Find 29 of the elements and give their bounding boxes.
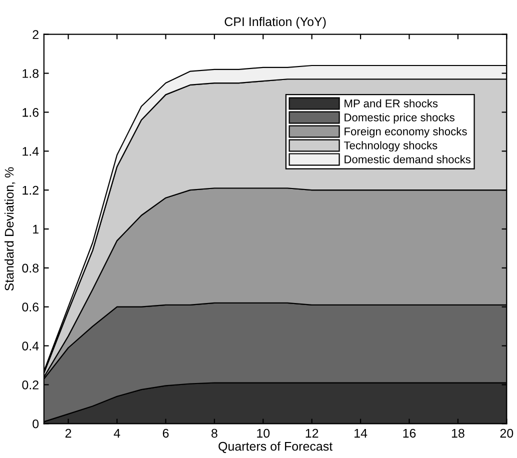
y-tick-label: 1.8 xyxy=(22,69,39,78)
chart-title: CPI Inflation (YoY) xyxy=(224,16,326,29)
y-tick-label: 0.8 xyxy=(22,264,39,273)
x-tick-label: 20 xyxy=(500,428,514,438)
y-tick-label: 0.6 xyxy=(22,302,39,312)
legend-label: Domestic demand shocks xyxy=(344,155,471,164)
y-axis-title: Standard Deviation, % xyxy=(4,167,16,291)
y-tick-label: 1.2 xyxy=(22,186,38,195)
x-tick-label: 4 xyxy=(114,428,120,438)
y-tick-label: 2 xyxy=(32,30,38,39)
y-tick-label: 0.2 xyxy=(22,380,38,390)
x-tick-label: 2 xyxy=(65,428,72,438)
x-tick-label: 18 xyxy=(452,428,464,438)
y-tick-label: 0 xyxy=(32,419,39,428)
y-tick-label: 1 xyxy=(33,224,38,234)
y-tick-label: 0.4 xyxy=(22,342,39,350)
x-tick-label: 12 xyxy=(306,428,318,438)
legend-label: Domestic price shocks xyxy=(344,113,454,124)
x-tick-label: 6 xyxy=(162,428,169,438)
x-tick-label: 10 xyxy=(257,428,270,438)
y-tick-label: 1.4 xyxy=(22,147,39,156)
legend-label: Foreign economy shocks xyxy=(344,127,467,138)
x-axis-title: Quarters of Forecast xyxy=(218,442,333,453)
legend-label: MP and ER shocks xyxy=(344,99,438,108)
x-tick-label: 8 xyxy=(211,428,218,438)
legend-label: Technology shocks xyxy=(344,141,438,152)
x-tick-label: 16 xyxy=(403,428,416,438)
y-tick-label: 1.6 xyxy=(22,108,39,117)
x-tick-label: 14 xyxy=(354,428,368,438)
